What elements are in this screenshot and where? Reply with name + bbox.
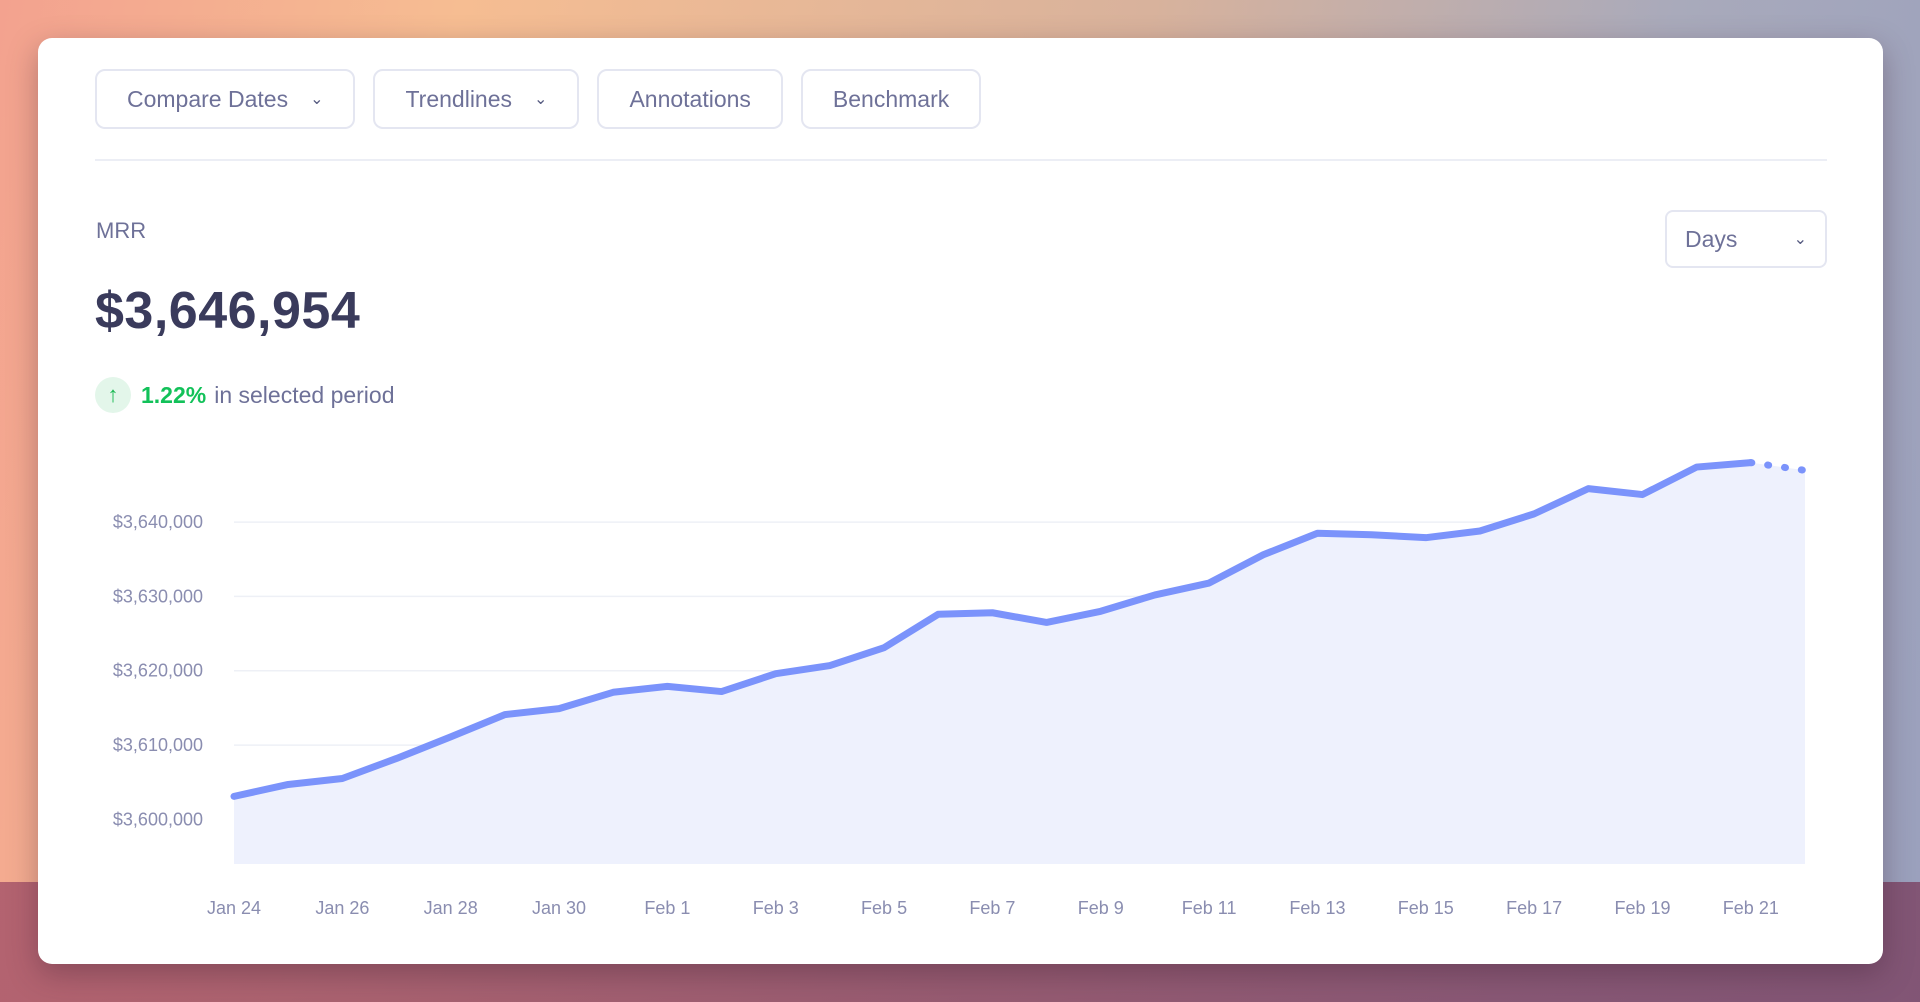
chart-card: Compare Dates ⌄ Trendlines ⌄ Annotations…	[38, 38, 1883, 964]
toolbar: Compare Dates ⌄ Trendlines ⌄ Annotations…	[95, 69, 982, 129]
benchmark-button[interactable]: Benchmark	[800, 69, 982, 129]
area-fill	[234, 462, 1805, 864]
chevron-down-icon: ⌄	[534, 91, 548, 108]
change-text: in selected period	[214, 381, 395, 408]
x-tick-label: Feb 9	[1078, 898, 1124, 918]
annotations-label: Annotations	[629, 85, 751, 112]
x-tick-label: Jan 26	[315, 898, 369, 918]
toolbar-divider	[95, 159, 1827, 161]
benchmark-label: Benchmark	[832, 85, 950, 112]
x-tick-label: Feb 15	[1398, 898, 1454, 918]
y-tick-label: $3,610,000	[113, 735, 203, 755]
y-tick-label: $3,600,000	[113, 809, 203, 829]
change-indicator: ↑ 1.22% in selected period	[95, 377, 395, 413]
y-tick-label: $3,620,000	[113, 661, 203, 681]
period-select[interactable]: Days ⌄	[1665, 210, 1827, 268]
compare-dates-label: Compare Dates	[127, 85, 289, 112]
x-tick-label: Jan 30	[532, 898, 586, 918]
metric-value: $3,646,954	[95, 282, 361, 340]
x-tick-label: Feb 11	[1182, 898, 1237, 918]
x-tick-label: Feb 5	[861, 898, 907, 918]
mrr-chart: $3,600,000 $3,610,000 $3,620,000 $3,630,000…	[113, 459, 1809, 918]
x-tick-label: Feb 13	[1289, 898, 1345, 918]
x-tick-label: Jan 24	[207, 898, 261, 918]
x-tick-label: Feb 1	[644, 898, 690, 918]
change-percent: 1.22%	[141, 381, 207, 408]
arrow-up-icon: ↑	[95, 377, 131, 413]
trendlines-label: Trendlines	[405, 85, 513, 112]
x-tick-label: Feb 19	[1614, 898, 1670, 918]
x-tick-label: Jan 28	[424, 898, 478, 918]
x-tick-label: Feb 21	[1723, 898, 1779, 918]
annotations-button[interactable]: Annotations	[597, 69, 783, 129]
y-tick-label: $3,640,000	[113, 512, 203, 532]
compare-dates-button[interactable]: Compare Dates ⌄	[95, 69, 356, 129]
period-select-value: Days	[1685, 225, 1738, 252]
series-line	[230, 459, 1755, 800]
x-tick-label: Feb 3	[753, 898, 799, 918]
trendlines-button[interactable]: Trendlines ⌄	[373, 69, 580, 129]
x-tick-label: Feb 17	[1506, 898, 1562, 918]
y-tick-label: $3,630,000	[113, 586, 203, 606]
x-tick-label: Feb 7	[969, 898, 1015, 918]
chevron-down-icon: ⌄	[1793, 231, 1807, 248]
chevron-down-icon: ⌄	[310, 91, 324, 108]
metric-label: MRR	[96, 218, 147, 243]
